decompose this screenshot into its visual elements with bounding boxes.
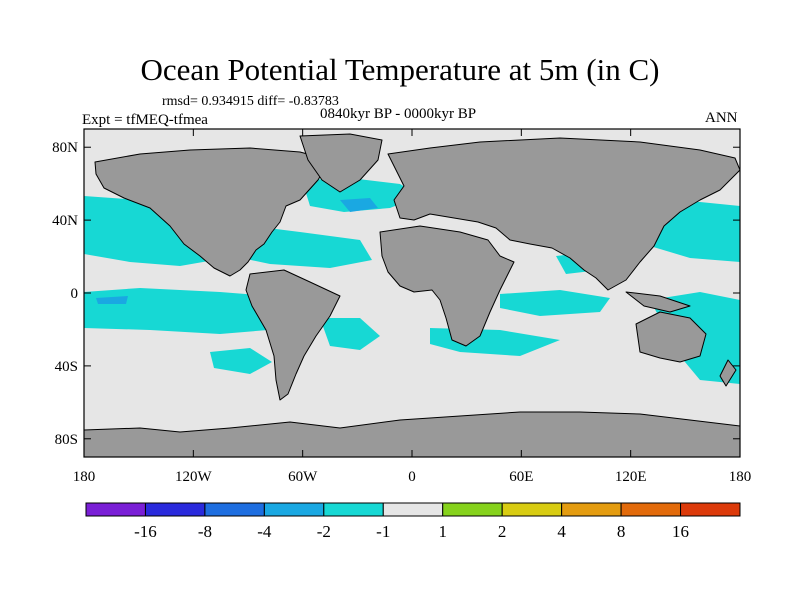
x-tick-label: 60E bbox=[509, 469, 533, 485]
colorbar: -16 -8 -4 -2 -1 1 2 4 8 16 bbox=[85, 502, 741, 541]
labrador-anomaly bbox=[340, 198, 378, 212]
maritime-continent bbox=[625, 291, 691, 313]
season-label: ANN bbox=[705, 110, 738, 126]
colorbar-label: -1 bbox=[376, 522, 390, 541]
colorbar-label: -16 bbox=[134, 522, 157, 541]
australia bbox=[635, 311, 707, 363]
colorbar-box bbox=[680, 502, 741, 517]
period-label: 0840kyr BP - 0000kyr BP bbox=[320, 106, 477, 122]
x-tick-label: 120E bbox=[615, 469, 647, 485]
stats-label: rmsd= 0.934915 diff= -0.83783 bbox=[162, 94, 339, 109]
experiment-label: Expt = tfMEQ-tfmea bbox=[82, 112, 208, 128]
land-masses bbox=[84, 133, 740, 457]
equatorial-pacific-strong-anomaly bbox=[96, 296, 128, 304]
equatorial-pacific-anomaly bbox=[84, 288, 270, 334]
x-tick-label: 180 bbox=[729, 469, 752, 485]
y-tick-label: 40N bbox=[52, 213, 78, 229]
colorbar-box bbox=[85, 502, 146, 517]
colorbar-box bbox=[204, 502, 265, 517]
y-tick-label: 0 bbox=[71, 286, 79, 302]
colorbar-box bbox=[442, 502, 503, 517]
africa bbox=[379, 225, 515, 347]
colorbar-box bbox=[561, 502, 622, 517]
colorbar-box bbox=[501, 502, 563, 517]
y-tick-label: 40S bbox=[55, 359, 78, 375]
north-america bbox=[94, 147, 331, 277]
x-axis: 180 120W 60W 0 60E 120E 180 bbox=[73, 129, 752, 485]
y-tick-label: 80N bbox=[52, 140, 78, 156]
colorbar-label: 16 bbox=[672, 522, 689, 541]
x-tick-label: 0 bbox=[408, 469, 416, 485]
colorbar-label: 8 bbox=[617, 522, 626, 541]
indian-ocean-anomaly bbox=[500, 290, 610, 316]
eurasia bbox=[387, 137, 740, 291]
antarctica bbox=[84, 411, 740, 457]
colorbar-box bbox=[382, 502, 444, 517]
new-zealand bbox=[719, 359, 737, 387]
colorbar-label: -8 bbox=[198, 522, 212, 541]
x-tick-label: 60W bbox=[288, 469, 318, 485]
colorbar-box bbox=[263, 502, 325, 517]
chart-title: Ocean Potential Temperature at 5m (in C) bbox=[140, 52, 660, 87]
colorbar-label: -2 bbox=[317, 522, 331, 541]
south-atlantic-anomaly bbox=[320, 318, 380, 350]
x-tick-label: 120W bbox=[175, 469, 213, 485]
map-area bbox=[84, 129, 740, 457]
y-tick-label: 80S bbox=[55, 432, 78, 448]
colorbar-label: 4 bbox=[557, 522, 566, 541]
colorbar-label: -4 bbox=[257, 522, 272, 541]
south-pacific-anomaly bbox=[210, 348, 272, 374]
south-america bbox=[245, 269, 341, 401]
x-tick-label: 180 bbox=[73, 469, 96, 485]
colorbar-label: 1 bbox=[438, 522, 447, 541]
colorbar-label: 2 bbox=[498, 522, 507, 541]
y-axis: 80N 40N 0 40S 80S bbox=[52, 140, 740, 448]
colorbar-box bbox=[144, 502, 206, 517]
colorbar-box bbox=[323, 502, 384, 517]
greenland bbox=[299, 133, 383, 193]
colorbar-box bbox=[620, 502, 682, 517]
